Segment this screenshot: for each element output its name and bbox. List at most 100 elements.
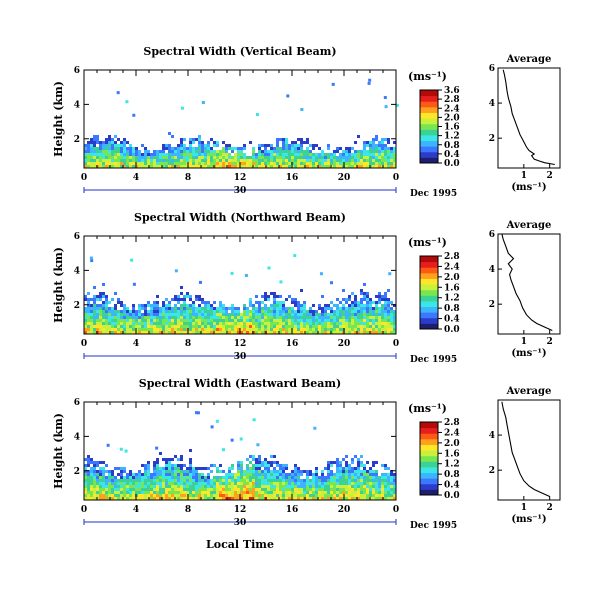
heatmap-cell [90, 325, 93, 328]
heatmap-cell [369, 325, 372, 328]
heatmap-cell [177, 325, 180, 328]
heatmap-cell [258, 488, 261, 491]
heatmap-cell [231, 482, 234, 485]
heatmap-cell [108, 307, 111, 310]
heatmap-cell [393, 304, 396, 307]
heatmap-cell [195, 156, 198, 159]
heatmap-cell [189, 473, 192, 476]
heatmap-cell [273, 316, 276, 319]
heatmap-cell [336, 304, 339, 307]
average-x-label: (ms⁻¹) [511, 182, 546, 193]
heatmap-cell [93, 310, 96, 313]
heatmap-cell [336, 316, 339, 319]
heatmap-cell [258, 144, 261, 147]
heatmap-cell [333, 162, 336, 165]
heatmap-cell [324, 325, 327, 328]
heatmap-cell [189, 331, 192, 334]
x-tick-label: 12 [234, 505, 247, 515]
heatmap-cell [168, 473, 171, 476]
echo-point [367, 81, 371, 85]
heatmap-cell [318, 153, 321, 156]
colorbar-tick-label: 2.0 [444, 439, 460, 449]
heatmap-cell [231, 473, 234, 476]
heatmap-cell [234, 319, 237, 322]
heatmap-cell [108, 325, 111, 328]
heatmap-cell [285, 313, 288, 316]
heatmap-cell [165, 322, 168, 325]
heatmap-cell [210, 159, 213, 162]
heatmap-cell [213, 144, 216, 147]
heatmap-cell [324, 153, 327, 156]
heatmap-cell [315, 319, 318, 322]
heatmap-cell [108, 135, 111, 138]
heatmap-cell [96, 328, 99, 331]
heatmap-cell [339, 159, 342, 162]
heatmap-cell [87, 153, 90, 156]
heatmap-cell [354, 313, 357, 316]
heatmap-cell [90, 307, 93, 310]
heatmap-cell [90, 304, 93, 307]
heatmap-cell [84, 479, 87, 482]
heatmap-cell [84, 497, 87, 500]
heatmap-cell [204, 316, 207, 319]
heatmap-cell [384, 165, 387, 168]
heatmap-cell [198, 150, 201, 153]
heatmap-cell [288, 156, 291, 159]
heatmap-cell [261, 301, 264, 304]
heatmap-cell [309, 328, 312, 331]
echo-point [89, 256, 93, 260]
heatmap-cell [93, 473, 96, 476]
heatmap-cell [93, 476, 96, 479]
heatmap-cell [225, 153, 228, 156]
heatmap-cell [213, 162, 216, 165]
heatmap-cell [87, 292, 90, 295]
heatmap-cell [279, 156, 282, 159]
heatmap-cell [270, 292, 273, 295]
heatmap-cell [384, 138, 387, 141]
heatmap-cell [282, 479, 285, 482]
heatmap-cell [189, 159, 192, 162]
heatmap-cell [84, 147, 87, 150]
heatmap-cell [375, 482, 378, 485]
heatmap-cell [243, 476, 246, 479]
heatmap-cell [270, 331, 273, 334]
heatmap-cell [147, 461, 150, 464]
heatmap-cell [105, 304, 108, 307]
heatmap-cell [270, 313, 273, 316]
heatmap-cell [168, 331, 171, 334]
heatmap-cell [216, 467, 219, 470]
heatmap-cell [387, 304, 390, 307]
heatmap-cell [336, 491, 339, 494]
heatmap-cell [87, 162, 90, 165]
heatmap-cell [87, 301, 90, 304]
heatmap-cell [375, 304, 378, 307]
heatmap-cell [222, 485, 225, 488]
heatmap-cell [390, 322, 393, 325]
heatmap-cell [312, 159, 315, 162]
heatmap-cell [171, 153, 174, 156]
heatmap-cell [102, 491, 105, 494]
heatmap-cell [318, 325, 321, 328]
heatmap-cell [231, 310, 234, 313]
colorbar-tick-label: 1.2 [444, 132, 460, 142]
heatmap-cell [144, 464, 147, 467]
heatmap-cell [189, 319, 192, 322]
y-tick-label: 2 [74, 301, 80, 311]
heatmap-cell [129, 479, 132, 482]
heatmap-cell [144, 165, 147, 168]
heatmap-cell [273, 162, 276, 165]
heatmap-cell [168, 325, 171, 328]
heatmap-cell [360, 150, 363, 153]
heatmap-cell [237, 473, 240, 476]
heatmap-cell [279, 479, 282, 482]
heatmap-cell [285, 153, 288, 156]
heatmap-cell [183, 313, 186, 316]
heatmap-cell [156, 325, 159, 328]
heatmap-cell [243, 488, 246, 491]
heatmap-cell [348, 310, 351, 313]
heatmap-cell [324, 331, 327, 334]
heatmap-cell [243, 322, 246, 325]
heatmap-cell [303, 322, 306, 325]
heatmap-cell [315, 482, 318, 485]
heatmap-cell [93, 494, 96, 497]
